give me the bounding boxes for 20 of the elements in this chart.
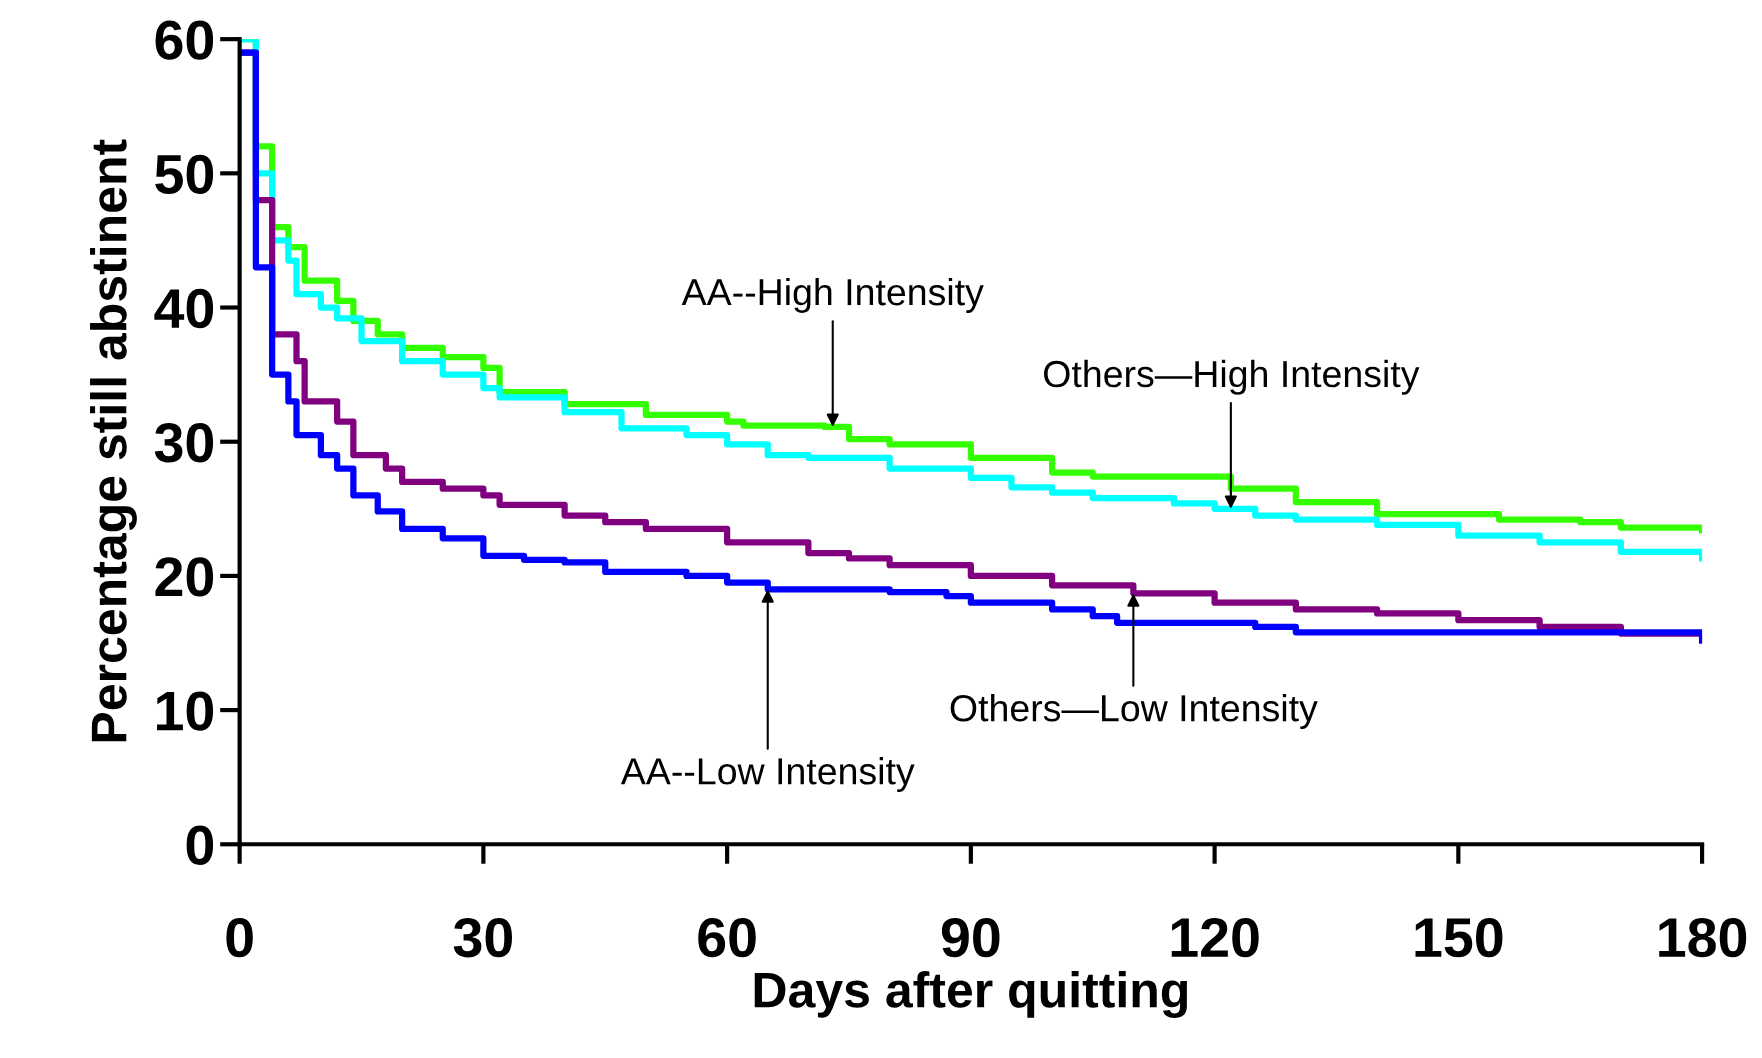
x-tick-label: 30: [453, 917, 512, 958]
x-axis-title: Days after quitting: [754, 971, 1187, 1018]
x-tick-label: 120: [1171, 917, 1259, 958]
y-tick-label: 20: [155, 557, 214, 597]
annotation: Others—Low Intensity: [950, 693, 1318, 729]
y-axis-title: Percentage still abstinent: [90, 139, 137, 742]
annotation: Others—High Intensity: [1044, 359, 1420, 395]
x-tick-label: 60: [698, 917, 756, 958]
x-tick-label: 0: [226, 917, 253, 958]
y-tick-label: 50: [155, 154, 214, 195]
y-tick-label: 30: [154, 423, 214, 463]
y-tick-label: 60: [155, 20, 214, 60]
x-tick-label: 180: [1659, 917, 1747, 958]
annotation: AA--High Intensity: [681, 277, 984, 313]
annotation: AA--Low Intensity: [620, 757, 915, 793]
x-tick-label: 150: [1415, 917, 1503, 958]
y-tick-label: 40: [154, 288, 214, 329]
y-tick-label: 10: [157, 691, 214, 731]
x-tick-label: 90: [941, 917, 1000, 958]
y-tick-label: 0: [186, 825, 214, 865]
